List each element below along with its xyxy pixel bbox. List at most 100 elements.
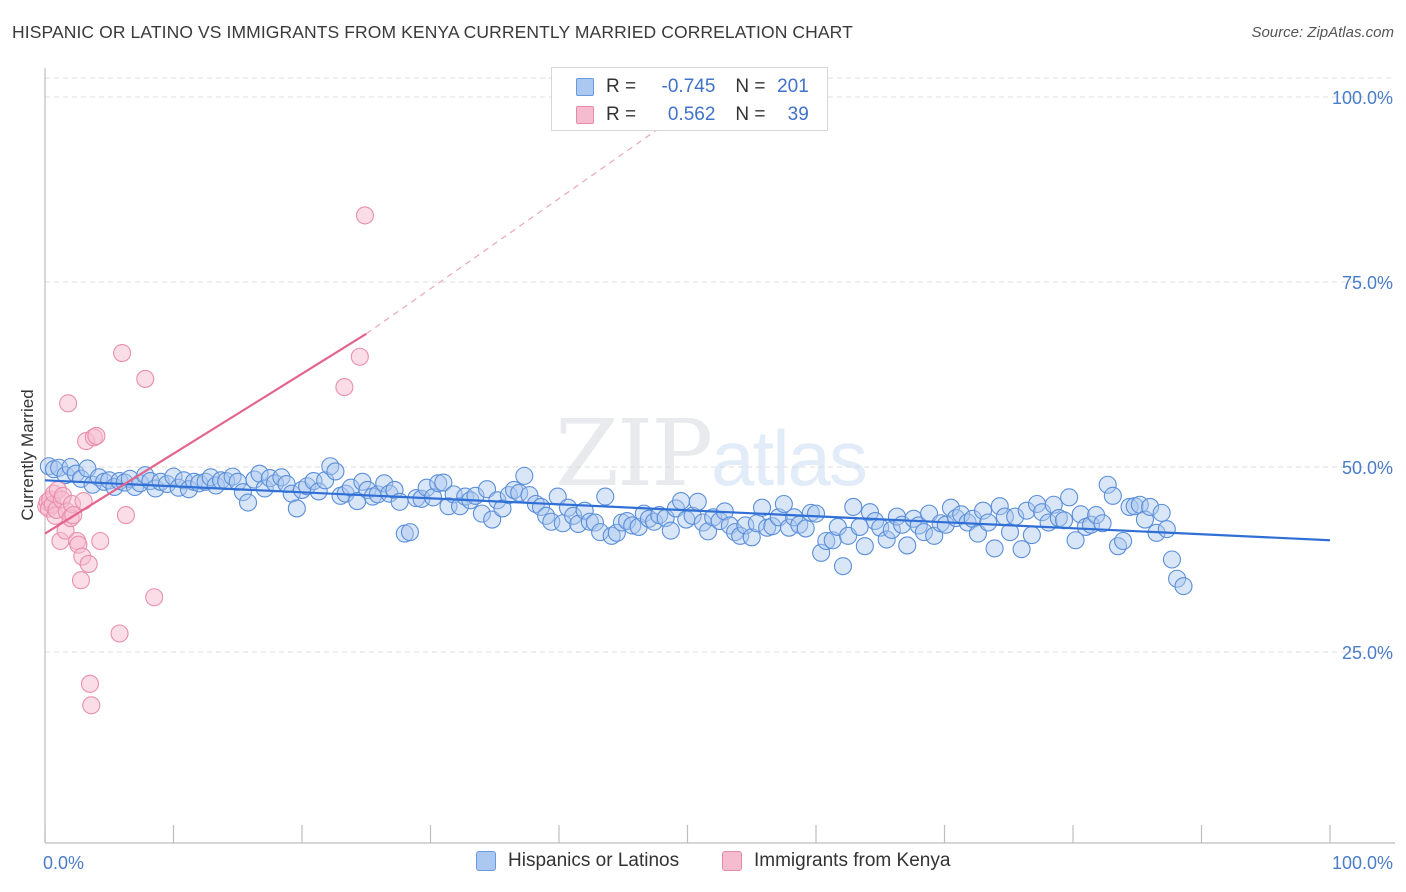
data-point-hispanics	[1093, 514, 1112, 533]
data-point-kenya	[335, 378, 354, 397]
data-point-kenya	[145, 588, 164, 607]
data-point-hispanics	[1012, 540, 1031, 559]
data-point-hispanics	[855, 537, 874, 556]
data-point-hispanics	[774, 494, 793, 514]
data-point-hispanics	[661, 521, 680, 540]
data-point-hispanics	[736, 516, 755, 535]
data-point-hispanics	[752, 498, 772, 517]
tick-labels: 25.0% 50.0% 75.0% 100.0% 0.0% 100.0%	[43, 88, 1393, 873]
legend-item-hispanics[interactable]: Hispanics or Latinos	[476, 850, 679, 872]
data-point-hispanics	[985, 539, 1004, 558]
y-axis-title: Currently Married	[18, 389, 37, 520]
data-point-hispanics	[1060, 488, 1079, 507]
data-point-hispanics	[973, 501, 993, 520]
data-point-hispanics	[472, 504, 491, 523]
data-point-hispanics	[1141, 497, 1160, 517]
source-label: Source: ZipAtlas.com	[1251, 24, 1394, 41]
data-point-kenya	[71, 571, 91, 590]
data-point-kenya	[113, 343, 132, 363]
data-point-hispanics	[941, 498, 960, 517]
legend-n-value: 39	[787, 104, 809, 125]
legend-swatch-blue	[576, 78, 594, 96]
data-point-kenya	[82, 696, 101, 715]
data-point-hispanics	[602, 526, 621, 545]
data-point-hispanics	[860, 503, 880, 522]
data-point-hispanics	[1174, 577, 1193, 596]
data-point-hispanics	[83, 475, 102, 494]
data-point-hispanics	[223, 467, 242, 486]
data-point-kenya	[355, 206, 375, 225]
data-point-hispanics	[1157, 520, 1176, 539]
data-point-kenya	[59, 394, 78, 413]
data-point-hispanics	[623, 516, 642, 535]
data-point-hispanics	[1114, 531, 1133, 551]
data-point-hispanics	[1054, 511, 1074, 530]
data-point-hispanics	[833, 557, 853, 576]
data-point-hispanics	[164, 467, 183, 486]
data-point-hispanics	[898, 536, 917, 555]
y-tick-label: 50.0%	[1342, 458, 1393, 478]
legend-n-label: N =	[735, 76, 766, 97]
legend-item-kenya[interactable]: Immigrants from Kenya	[722, 850, 950, 872]
data-point-hispanics	[255, 479, 274, 498]
data-point-hispanics	[483, 510, 502, 529]
data-point-hispanics	[429, 474, 448, 493]
data-point-hispanics	[287, 499, 306, 518]
y-tick-label: 100.0%	[1332, 88, 1393, 108]
data-point-kenya	[79, 554, 98, 573]
y-tick-label: 25.0%	[1342, 643, 1393, 663]
data-point-hispanics	[1152, 503, 1171, 522]
data-point-hispanics	[1044, 495, 1063, 514]
data-point-hispanics	[914, 523, 933, 542]
watermark-atlas: atlas	[711, 414, 868, 502]
chart-title: HISPANIC OR LATINO VS IMMIGRANTS FROM KE…	[12, 22, 853, 42]
legend-r-label: R =	[606, 76, 637, 97]
legend-swatch-blue	[476, 851, 496, 871]
data-point-kenya	[87, 426, 106, 445]
legend-label: Immigrants from Kenya	[754, 850, 951, 871]
data-point-hispanics	[417, 478, 436, 497]
data-point-hispanics	[688, 492, 707, 511]
data-point-hispanics	[385, 480, 404, 499]
legend-n-value: 201	[777, 76, 809, 97]
data-point-hispanics	[1168, 569, 1187, 588]
data-point-hispanics	[796, 519, 815, 538]
data-point-hispanics	[309, 482, 328, 501]
y-tick-label: 75.0%	[1342, 273, 1393, 293]
data-point-hispanics	[321, 457, 340, 476]
data-point-hispanics	[1066, 531, 1085, 550]
data-point-hispanics	[451, 497, 470, 516]
stats-legend: R = -0.745 N = 201 R = 0.562 N = 39	[551, 67, 828, 131]
series-legend: Hispanics or Latinos Immigrants from Ken…	[0, 850, 1406, 878]
legend-swatch-pink	[722, 851, 742, 871]
data-point-hispanics	[316, 471, 335, 490]
data-point-hispanics	[979, 513, 998, 532]
axes	[44, 68, 1395, 844]
data-point-hispanics	[206, 476, 225, 495]
watermark-zip: ZIP	[555, 400, 713, 507]
x-tick-label: 0.0%	[43, 853, 84, 873]
series-kenya-points	[37, 206, 375, 715]
data-point-kenya	[350, 347, 369, 366]
data-point-hispanics	[672, 491, 691, 511]
trend-line-hispanics	[44, 479, 1331, 542]
data-point-hispanics	[585, 513, 605, 532]
data-point-hispanics	[1017, 501, 1036, 520]
data-point-hispanics	[607, 523, 626, 542]
legend-r-value: -0.745	[661, 76, 716, 97]
data-point-hispanics	[828, 517, 847, 536]
trend-line-kenya	[44, 332, 367, 535]
gridlines	[45, 77, 1395, 653]
data-point-kenya	[136, 369, 155, 388]
data-point-hispanics	[1162, 550, 1181, 569]
data-point-hispanics	[136, 466, 155, 485]
data-point-hispanics	[245, 470, 264, 489]
data-point-kenya	[110, 624, 129, 643]
data-point-kenya	[91, 531, 110, 551]
data-point-hispanics	[326, 462, 345, 481]
data-point-hispanics	[731, 526, 750, 545]
legend-swatch-pink	[576, 106, 594, 124]
data-point-hispanics	[238, 493, 258, 512]
data-point-hispanics	[542, 512, 561, 531]
data-point-kenya	[116, 506, 136, 525]
